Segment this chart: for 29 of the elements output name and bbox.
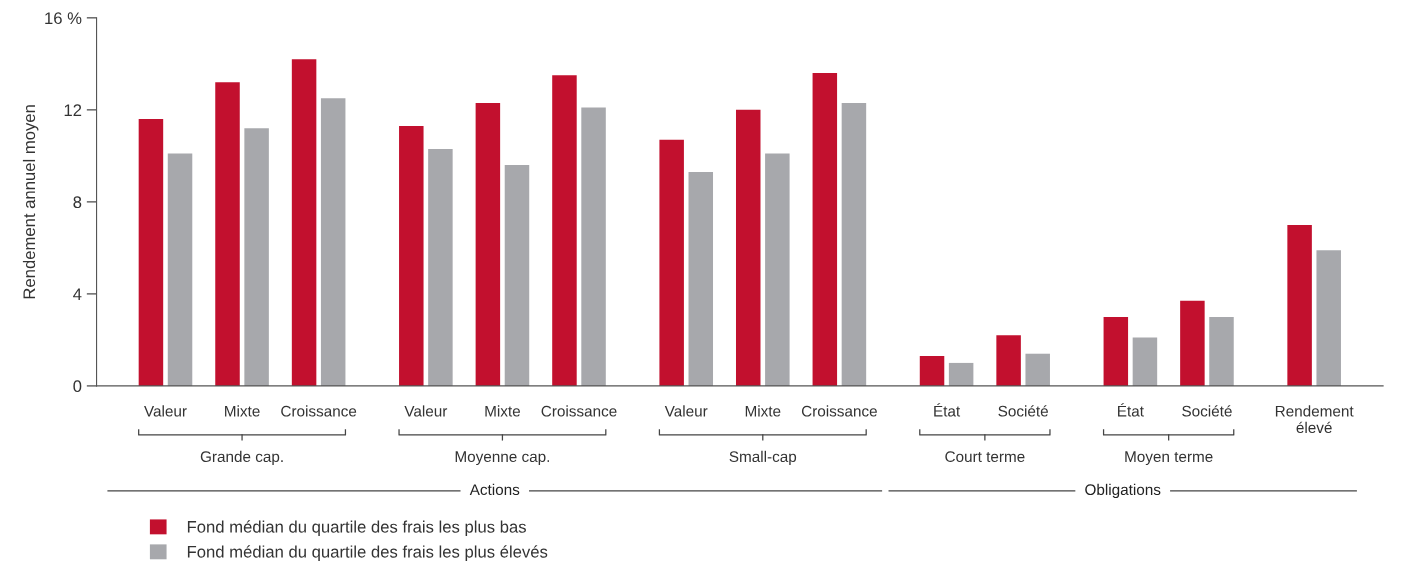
x-tick-label: Croissance <box>541 405 617 417</box>
text: Actions <box>469 483 520 496</box>
x-tick-label: Croissance <box>281 405 357 417</box>
y-axis-title: Rendement annuel moyen <box>22 105 39 299</box>
text: Grande cap. <box>200 450 283 466</box>
x-tick-label: État <box>1118 403 1144 417</box>
y-tick-label: 16 % <box>45 12 82 25</box>
x-tick-label: Croissance <box>801 405 877 417</box>
x-tick-label: Valeur <box>404 405 448 417</box>
y-tick-label: 4 <box>73 288 82 300</box>
y-tick-label: 12 <box>64 104 82 116</box>
x-tick-label: Mixte <box>225 405 260 417</box>
x-tick-label: Société <box>1182 405 1232 417</box>
x-tick-label: Valeur <box>664 405 708 417</box>
legend-label: Fond médian du quartile des frais les plus élevés <box>187 545 548 561</box>
x-tick-label: Société <box>998 405 1048 417</box>
y-tick-label: 8 <box>73 196 82 209</box>
x-tick-label: Mixte <box>485 405 520 417</box>
text: Small-cap <box>729 450 797 466</box>
legend-label: Fond médian du quartile des frais les plus bas <box>187 520 526 537</box>
text: Moyenne cap. <box>455 451 550 466</box>
x-tick-label: Rendement élevé <box>1275 405 1354 434</box>
x-tick-label: Mixte <box>745 405 781 417</box>
text: Obligations <box>1085 483 1161 499</box>
x-tick-label: Valeur <box>144 405 187 417</box>
x-tick-label: État <box>934 403 961 417</box>
text: Moyen terme <box>1125 451 1213 466</box>
text: Court terme <box>945 451 1025 463</box>
y-tick-label: 0 <box>73 380 82 393</box>
